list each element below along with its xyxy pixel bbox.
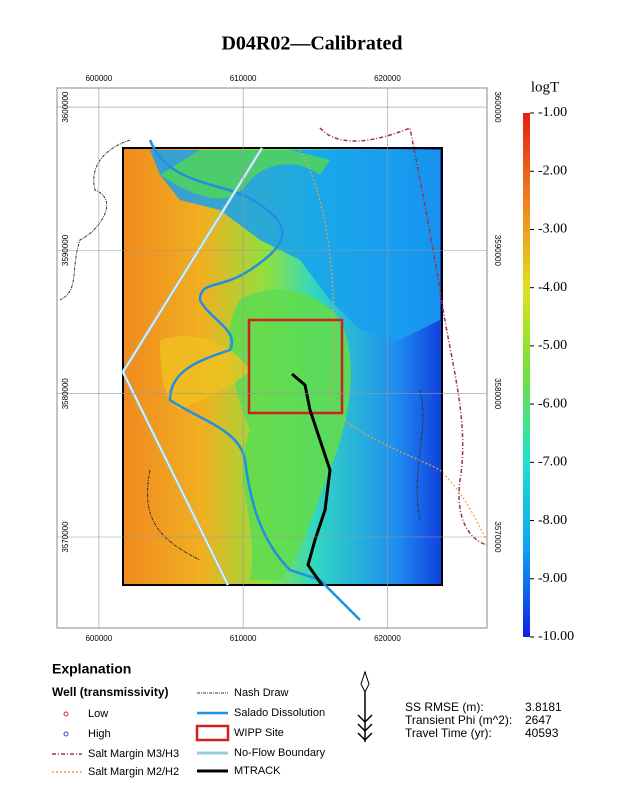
x-tick-label: 600000: [85, 634, 112, 643]
legend-symbol: [63, 731, 69, 737]
green-zone: [229, 289, 351, 580]
x-tick-label: 620000: [374, 74, 401, 83]
colorbar-tick-label: -9.00: [538, 571, 567, 586]
colorbar-tick-label: -3.00: [538, 222, 567, 237]
stats: SS RMSE (m): 3.8181 Transient Phi (m^2): 26…: [405, 700, 562, 740]
y-tick-label: 3590000: [493, 235, 502, 267]
y-tick-label: 3580000: [493, 378, 502, 410]
y-tick-label: 3590000: [61, 234, 70, 266]
no-flow-boundary-core: [122, 147, 263, 586]
north-arrow: [357, 670, 373, 742]
colorbar-tick-label: -2.00: [538, 163, 567, 178]
legend-label: MTRACK: [234, 765, 281, 777]
colorbar-tick-label: -10.00: [538, 629, 574, 644]
legend-symbol: [195, 724, 230, 742]
colorbar-tick-label: -5.00: [538, 338, 567, 353]
salt-margin-m2h2: [299, 149, 488, 541]
legend-label: Low: [88, 708, 108, 720]
stat-value: 40593: [525, 726, 559, 740]
x-tick-label: 600000: [85, 74, 112, 83]
colorbar-tick-label: -8.00: [538, 513, 567, 528]
legend-label: Salt Margin M2/H2: [88, 766, 179, 778]
stat-value: 3.8181: [525, 700, 562, 714]
legend: Explanation Well (transmissivity) Low Hi…: [52, 661, 326, 778]
x-tick-label: 610000: [230, 74, 257, 83]
yellow-zone: [160, 336, 250, 410]
legend-symbol: [63, 711, 69, 717]
mtrack: [291, 372, 332, 586]
y-tick-label: 3570000: [61, 521, 70, 553]
salado-dissolution: [148, 139, 361, 621]
colorbar-tick-label: -6.00: [538, 396, 567, 411]
colorbar-tick-label: -4.00: [538, 280, 567, 295]
legend-label: No-Flow Boundary: [234, 747, 326, 759]
legend-label: High: [88, 728, 111, 740]
y-tick-label: 3570000: [493, 521, 502, 553]
legend-label: Salt Margin M3/H3: [88, 748, 179, 760]
colorbar-bar: [523, 113, 530, 637]
legend-subtitle: Well (transmissivity): [52, 685, 168, 699]
stat-label: SS RMSE (m):: [405, 700, 484, 714]
legend-label: Nash Draw: [234, 687, 288, 699]
y-tick-label: 3600000: [61, 91, 70, 123]
nash-draw: [59, 139, 424, 561]
domain-border: [122, 147, 443, 586]
x-tick-label: 610000: [230, 634, 257, 643]
y-tick-label: 3600000: [493, 91, 502, 123]
colorbar-title: logT: [531, 79, 559, 95]
stat-label: Travel Time (yr):: [405, 726, 492, 740]
map: 600000 600000 610000 610000 620000 620000 3570…: [56, 74, 502, 643]
x-tick-label: 620000: [374, 634, 401, 643]
legend-label: WIPP Site: [234, 727, 284, 739]
stat-value: 2647: [525, 713, 552, 727]
stat-label: Transient Phi (m^2):: [405, 713, 512, 727]
title: D04R02—Calibrated: [221, 33, 402, 55]
y-tick-label: 3580000: [61, 378, 70, 410]
legend-label: Salado Dissolution: [234, 707, 325, 719]
colorbar: logT -1.00 -2.00 -3.00 -4.00 -5.00 -6.00 -7.00…: [523, 79, 574, 644]
colorbar-tick-label: -1.00: [538, 105, 567, 120]
wipp-site: [247, 318, 344, 415]
salt-margin-m3h3: [319, 126, 488, 546]
legend-title: Explanation: [52, 661, 131, 677]
colorbar-tick-label: -7.00: [538, 455, 567, 470]
